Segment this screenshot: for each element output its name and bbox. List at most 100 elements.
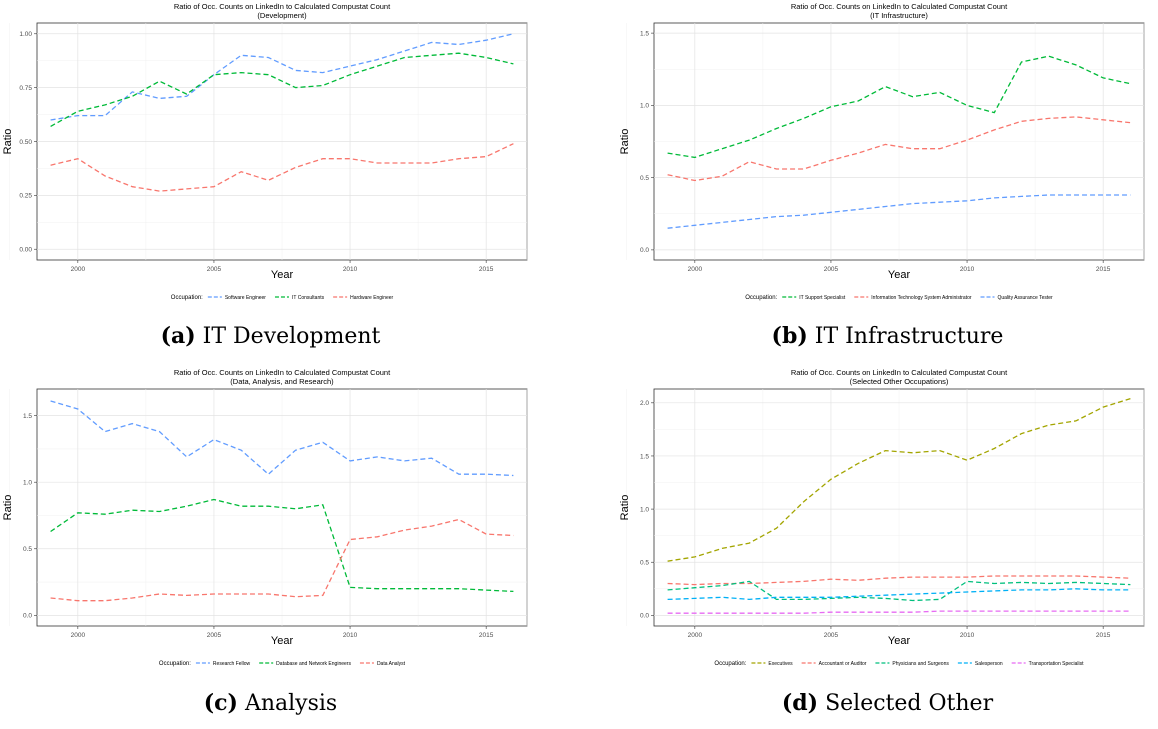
y-tick-label: 1.5	[23, 413, 32, 420]
chart-subtitle: (Development)	[257, 11, 307, 20]
legend-label: IT Consultants	[292, 295, 325, 301]
legend-label: Executives	[768, 661, 793, 667]
x-tick-label: 2015	[479, 632, 494, 639]
y-axis-label: Ratio	[619, 129, 631, 155]
legend: Occupation: Software Engineer IT Consultan…	[171, 295, 394, 301]
y-tick-label: 0.0	[640, 247, 649, 254]
legend-label: Physicians and Surgeons	[892, 661, 949, 667]
y-tick-label: 1.0	[640, 506, 649, 513]
y-tick-label: 1.5	[640, 453, 649, 460]
x-tick-label: 2015	[1096, 266, 1111, 273]
caption-c: (c) Analysis	[0, 690, 541, 716]
series-line	[50, 498, 514, 593]
series-line	[667, 55, 1131, 159]
chart-analysis: Ratio of Occ. Counts on LinkedIn to Calc…	[2, 368, 528, 667]
x-tick-label: 2005	[207, 266, 222, 273]
caption-tag: (d)	[781, 690, 819, 716]
series-line	[50, 143, 514, 192]
chart-title: Ratio of Occ. Counts on LinkedIn to Calc…	[174, 368, 391, 377]
y-tick-label: 0.0	[640, 613, 649, 620]
legend-label: Accountant or Auditor	[819, 661, 867, 667]
legend-label: IT Support Specialist	[799, 295, 846, 301]
caption-text: Selected Other	[825, 691, 994, 716]
chart-selected-other: Ratio of Occ. Counts on LinkedIn to Calc…	[619, 368, 1145, 667]
x-tick-label: 2000	[688, 632, 703, 639]
y-tick-label: 0.0	[23, 613, 32, 620]
chart-title: Ratio of Occ. Counts on LinkedIn to Calc…	[791, 368, 1008, 377]
y-axis-label: Ratio	[619, 495, 631, 521]
x-tick-label: 2005	[824, 632, 839, 639]
x-axis-label: Year	[888, 635, 911, 647]
x-axis-label: Year	[271, 635, 294, 647]
series-line	[50, 400, 514, 477]
legend-label: Transportation Specialist	[1029, 661, 1084, 667]
chart-it-infrastructure: Ratio of Occ. Counts on LinkedIn to Calc…	[619, 2, 1145, 301]
x-tick-label: 2000	[688, 266, 703, 273]
caption-text: Analysis	[244, 691, 338, 716]
legend-label: Quality Assurance Tester	[998, 295, 1054, 301]
legend-label: Information Technology System Administra…	[871, 295, 972, 301]
legend-title: Occupation:	[171, 295, 203, 301]
series-line	[50, 52, 514, 127]
x-tick-label: 2000	[71, 266, 86, 273]
x-tick-label: 2010	[343, 632, 358, 639]
x-tick-label: 2005	[207, 632, 222, 639]
x-tick-label: 2000	[71, 632, 86, 639]
x-axis-label: Year	[888, 269, 911, 281]
caption-text: IT Infrastructure	[814, 324, 1004, 349]
y-tick-label: 1.0	[640, 103, 649, 110]
caption-b: (b) IT Infrastructure	[617, 323, 1158, 349]
chart-subtitle: (Data, Analysis, and Research)	[230, 377, 334, 386]
legend-label: Research Fellow	[213, 661, 251, 667]
series-line	[50, 518, 514, 602]
y-tick-label: 1.00	[19, 31, 32, 38]
y-axis-label: Ratio	[2, 495, 14, 521]
series-line	[50, 33, 514, 121]
caption-tag: (a)	[160, 323, 196, 349]
y-tick-label: 1.0	[23, 480, 32, 487]
series-line	[667, 116, 1131, 182]
y-tick-label: 0.5	[23, 546, 32, 553]
chart-it-development: Ratio of Occ. Counts on LinkedIn to Calc…	[2, 2, 528, 301]
legend-title: Occupation:	[714, 661, 746, 667]
caption-text: IT Development	[202, 324, 381, 349]
x-tick-label: 2010	[960, 266, 975, 273]
chart-title: Ratio of Occ. Counts on LinkedIn to Calc…	[174, 2, 391, 11]
caption-tag: (b)	[771, 323, 808, 349]
y-axis-label: Ratio	[2, 129, 14, 155]
legend-label: Software Engineer	[225, 295, 266, 301]
legend-label: Hardware Engineer	[350, 295, 393, 301]
series-line	[667, 610, 1131, 614]
chart-subtitle: (IT Infrastructure)	[870, 11, 928, 20]
legend-title: Occupation:	[159, 661, 191, 667]
caption-a: (a) IT Development	[0, 323, 541, 349]
caption-tag: (c)	[203, 690, 238, 716]
y-tick-label: 2.0	[640, 400, 649, 407]
y-tick-label: 0.00	[19, 247, 32, 254]
chart-subtitle: (Selected Other Occupations)	[850, 377, 949, 386]
x-tick-label: 2015	[1096, 632, 1111, 639]
series-line	[667, 588, 1131, 601]
y-tick-label: 0.50	[19, 139, 32, 146]
legend: Occupation: Executives Accountant or Audit…	[714, 661, 1084, 667]
x-tick-label: 2010	[960, 632, 975, 639]
legend-label: Database and Network Engineers	[276, 661, 351, 667]
y-tick-label: 0.5	[640, 175, 649, 182]
y-tick-label: 0.25	[19, 193, 32, 200]
x-axis-label: Year	[271, 269, 294, 281]
series-line	[667, 397, 1131, 562]
x-tick-label: 2015	[479, 266, 494, 273]
legend-title: Occupation:	[745, 295, 777, 301]
series-line	[667, 194, 1131, 229]
y-tick-label: 0.75	[19, 85, 32, 92]
legend: Occupation: Research Fellow Database and N…	[159, 661, 406, 667]
legend-label: Salesperson	[975, 661, 1003, 667]
series-line	[667, 575, 1131, 586]
x-tick-label: 2010	[343, 266, 358, 273]
legend-label: Data Analyst	[377, 661, 406, 667]
chart-title: Ratio of Occ. Counts on LinkedIn to Calc…	[791, 2, 1008, 11]
y-tick-label: 1.5	[640, 30, 649, 37]
x-tick-label: 2005	[824, 266, 839, 273]
legend: Occupation: IT Support Specialist Informat…	[745, 295, 1053, 301]
y-tick-label: 0.5	[640, 560, 649, 567]
